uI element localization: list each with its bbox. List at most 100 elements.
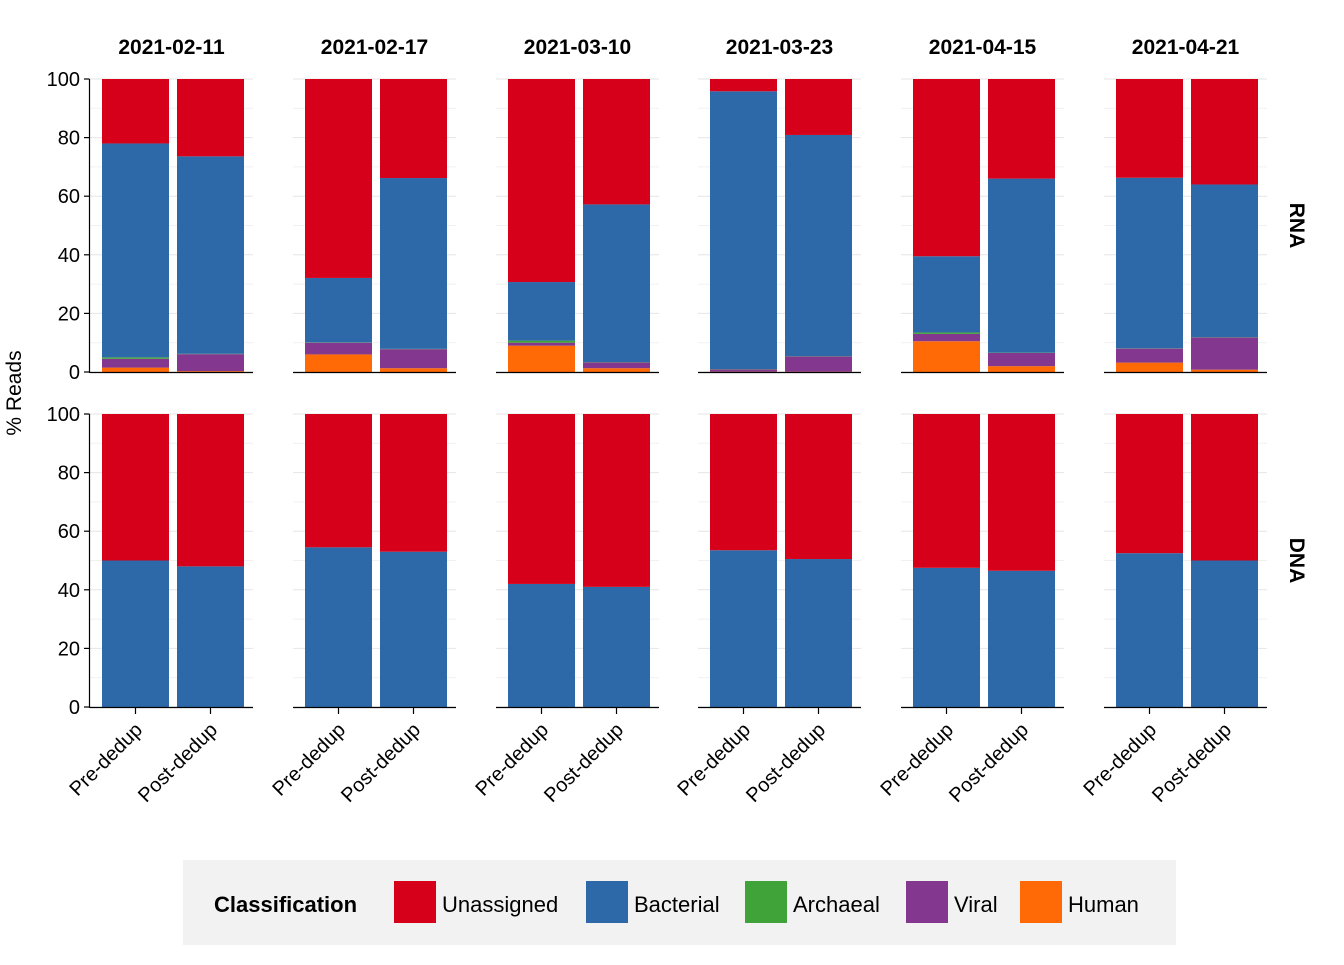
- legend-label-unassigned: Unassigned: [442, 892, 558, 917]
- bar-segment-viral: [785, 356, 852, 371]
- bar-segment-unassigned: [380, 414, 447, 552]
- bar-segment-bacterial: [913, 256, 980, 332]
- legend-label-viral: Viral: [954, 892, 998, 917]
- bar-segment-bacterial: [583, 587, 650, 707]
- bar-segment-unassigned: [583, 79, 650, 204]
- x-tick-label: Pre-dedup: [471, 719, 553, 801]
- facet-label-2021-02-17: 2021-02-17: [321, 36, 428, 59]
- bar-segment-bacterial: [102, 143, 169, 357]
- bar-segment-unassigned: [710, 414, 777, 550]
- bar-segment-human: [583, 368, 650, 372]
- x-tick-label: Pre-dedup: [673, 719, 755, 801]
- bar-segment-unassigned: [177, 414, 244, 566]
- bar-segment-viral: [710, 369, 777, 371]
- legend-key-bacterial: [586, 881, 628, 923]
- x-tick-label: Pre-dedup: [1079, 719, 1161, 801]
- bar-segment-bacterial: [1116, 553, 1183, 707]
- bar-segment-unassigned: [1191, 414, 1258, 561]
- bar-segment-bacterial: [988, 179, 1055, 353]
- bar-segment-viral: [583, 362, 650, 368]
- bar-segment-unassigned: [583, 414, 650, 587]
- bar-segment-unassigned: [102, 414, 169, 561]
- bar-segment-bacterial: [913, 568, 980, 707]
- bar-segment-unassigned: [102, 79, 169, 143]
- bar-segment-viral: [102, 359, 169, 368]
- bar-segment-bacterial: [1116, 178, 1183, 349]
- x-tick-label: Pre-dedup: [876, 719, 958, 801]
- bar-segment-viral: [177, 354, 244, 371]
- x-tick-label: Post-dedup: [1148, 719, 1236, 807]
- facet-label-2021-02-11: 2021-02-11: [118, 36, 225, 59]
- bar-segment-viral: [508, 343, 575, 346]
- bar-segment-human: [913, 341, 980, 372]
- bar-segment-human: [508, 346, 575, 372]
- y-axis-label: % Reads: [3, 350, 26, 435]
- bar-segment-human: [305, 354, 372, 372]
- bar-segment-human: [988, 366, 1055, 372]
- y-tick-label: 0: [69, 697, 80, 719]
- bar-segment-bacterial: [710, 91, 777, 369]
- bar-segment-bacterial: [1191, 561, 1258, 708]
- bar-segment-bacterial: [508, 282, 575, 341]
- legend-label-archaeal: Archaeal: [793, 892, 880, 917]
- bar-segment-bacterial: [508, 584, 575, 707]
- bar-segment-unassigned: [305, 414, 372, 547]
- bar-segment-unassigned: [1191, 79, 1258, 184]
- bar-segment-unassigned: [988, 414, 1055, 571]
- y-tick-label: 100: [47, 69, 80, 91]
- x-tick-label: Post-dedup: [337, 719, 425, 807]
- bar-segment-human: [1191, 370, 1258, 372]
- bar-segment-unassigned: [988, 79, 1055, 179]
- bar-segment-bacterial: [785, 135, 852, 356]
- legend-label-bacterial: Bacterial: [634, 892, 720, 917]
- bar-segment-bacterial: [988, 571, 1055, 707]
- y-tick-label: 40: [58, 245, 80, 267]
- bar-segment-bacterial: [785, 559, 852, 707]
- bar-segment-human: [1116, 363, 1183, 372]
- x-tick-label: Pre-dedup: [65, 719, 147, 801]
- legend-title: Classification: [214, 892, 357, 917]
- bar-segment-bacterial: [380, 552, 447, 707]
- bar-segment-bacterial: [710, 550, 777, 707]
- y-tick-label: 0: [69, 362, 80, 384]
- bar-segment-bacterial: [380, 178, 447, 349]
- legend-key-archaeal: [745, 881, 787, 923]
- x-tick-label: Post-dedup: [945, 719, 1033, 807]
- facet-label-2021-03-10: 2021-03-10: [524, 36, 631, 59]
- y-tick-label: 80: [58, 128, 80, 150]
- bar-segment-viral: [913, 334, 980, 341]
- bar-segment-viral: [305, 343, 372, 355]
- bar-segment-unassigned: [305, 79, 372, 278]
- x-tick-label: Post-dedup: [540, 719, 628, 807]
- x-tick-label: Post-dedup: [742, 719, 830, 807]
- bar-segment-unassigned: [1116, 414, 1183, 553]
- bar-segment-unassigned: [508, 414, 575, 584]
- bar-segment-bacterial: [1191, 184, 1258, 337]
- x-tick-label: Post-dedup: [134, 719, 222, 807]
- y-tick-label: 60: [58, 186, 80, 208]
- bar-segment-unassigned: [1116, 79, 1183, 178]
- row-label-rna: RNA: [1285, 203, 1308, 249]
- facet-label-2021-04-21: 2021-04-21: [1132, 36, 1240, 59]
- bar-segment-unassigned: [913, 414, 980, 568]
- legend-label-human: Human: [1068, 892, 1139, 917]
- bar-segment-human: [102, 368, 169, 372]
- y-tick-label: 20: [58, 303, 80, 325]
- bar-segment-bacterial: [305, 547, 372, 707]
- bar-segment-viral: [380, 349, 447, 368]
- legend-key-human: [1020, 881, 1062, 923]
- bar-segment-unassigned: [380, 79, 447, 178]
- bar-segment-unassigned: [508, 79, 575, 282]
- bar-segment-unassigned: [785, 79, 852, 135]
- bar-segment-archaeal: [913, 332, 980, 333]
- bar-segment-viral: [1191, 337, 1258, 369]
- y-tick-label: 40: [58, 580, 80, 602]
- bar-segment-archaeal: [102, 357, 169, 358]
- bar-segment-unassigned: [710, 79, 777, 91]
- bar-segment-bacterial: [177, 566, 244, 707]
- bar-segment-bacterial: [305, 278, 372, 342]
- y-tick-label: 80: [58, 463, 80, 485]
- legend-key-viral: [906, 881, 948, 923]
